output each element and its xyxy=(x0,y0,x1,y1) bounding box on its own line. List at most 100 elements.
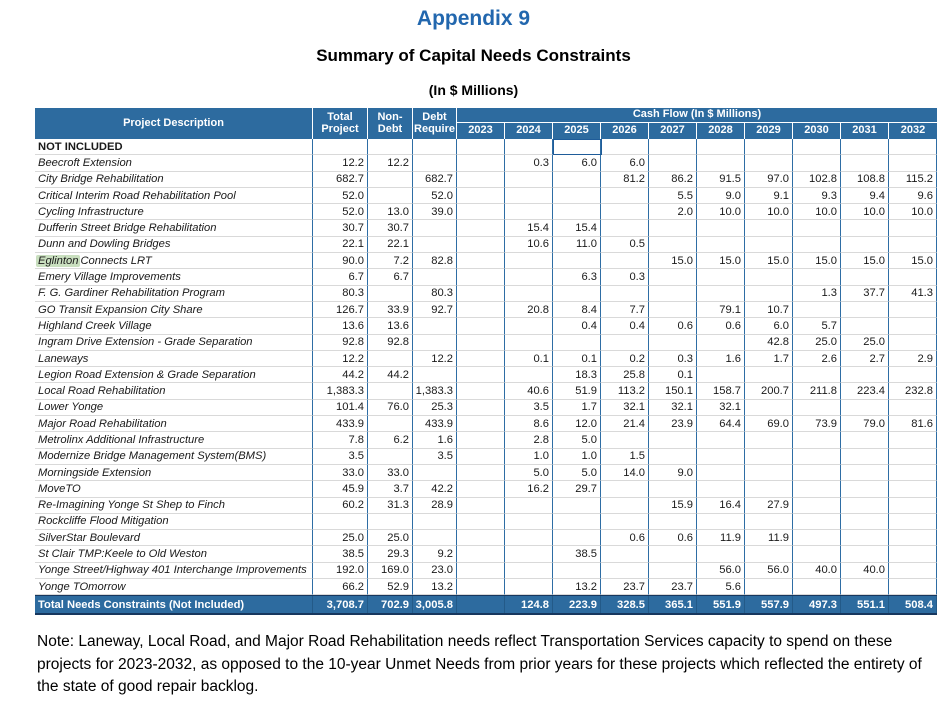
cash-flow-cell-2023 xyxy=(457,236,505,254)
cash-flow-cell-2024: 15.4 xyxy=(505,220,553,237)
total-project-cell: 6.7 xyxy=(313,269,368,286)
cash-flow-cell-2026 xyxy=(601,220,649,237)
cash-flow-cell-2028: 0.6 xyxy=(697,318,745,335)
table-row: Ingram Drive Extension - Grade Separatio… xyxy=(35,334,937,351)
cash-flow-cell-2025: 5.0 xyxy=(553,432,601,449)
cash-flow-cell-2029 xyxy=(745,155,793,172)
cash-flow-cell-2030 xyxy=(793,448,841,465)
cash-flow-cell-2028: 56.0 xyxy=(697,562,745,580)
table-row: Highland Creek Village 13.6 13.6 0.4 0.4 0.6 0… xyxy=(35,318,937,335)
total-project-cell: 433.9 xyxy=(313,416,368,433)
cash-flow-cell-2027 xyxy=(649,513,697,531)
cash-flow-cell-2031 xyxy=(841,236,889,254)
cash-flow-cell-2031 xyxy=(841,220,889,237)
cash-flow-cell-2028: 64.4 xyxy=(697,416,745,433)
cash-flow-cell-2028 xyxy=(697,464,745,482)
cash-flow-cell-2029: 69.0 xyxy=(745,416,793,433)
cash-flow-cell-2032 xyxy=(889,236,937,254)
table-header: Project Description Total Project Non- Deb… xyxy=(35,108,937,139)
cash-flow-cell-2023 xyxy=(457,318,505,335)
total-project-cell: 7.8 xyxy=(313,432,368,449)
cash-flow-cell-2030 xyxy=(793,432,841,449)
table-row: Beecroft Extension 12.2 12.2 0.3 6.0 6.0 xyxy=(35,155,937,172)
cash-flow-cell-2028: 15.0 xyxy=(697,253,745,270)
cash-flow-cell-2032 xyxy=(889,432,937,449)
table-row: Yonge Street/Highway 401 Interchange Imp… xyxy=(35,562,937,580)
total-project-cell: 13.6 xyxy=(313,318,368,335)
cash-flow-cell-2030 xyxy=(793,464,841,482)
cash-flow-cell-2026 xyxy=(601,187,649,205)
debt-require-cell: 39.0 xyxy=(413,204,457,221)
cash-flow-cell-2030 xyxy=(793,497,841,514)
non-debt-cell xyxy=(368,187,413,205)
cash-flow-cell-2029 xyxy=(745,220,793,237)
cash-flow-cell-2028: 158.7 xyxy=(697,383,745,400)
cash-flow-cell-2032 xyxy=(889,546,937,563)
cash-flow-cell-2024 xyxy=(505,579,553,596)
cash-flow-cell-2027 xyxy=(649,155,697,172)
cash-flow-cell-2027: 0.6 xyxy=(649,530,697,547)
cash-flow-cell-2031: 108.8 xyxy=(841,171,889,188)
cash-flow-cell-2025 xyxy=(553,253,601,270)
year-header-2030: 2030 xyxy=(793,123,841,139)
cash-flow-cell-2025: 1.7 xyxy=(553,399,601,417)
cash-flow-cell-2026: 81.2 xyxy=(601,171,649,188)
cash-flow-cell-2026: 6.0 xyxy=(601,155,649,172)
cash-flow-cell-2026: 25.8 xyxy=(601,367,649,384)
cash-flow-cell-2030: 15.0 xyxy=(793,253,841,270)
cash-flow-cell-2030: 211.8 xyxy=(793,383,841,400)
column-header-debt-require: Debt Require xyxy=(413,108,457,139)
cash-flow-cell-2029: 11.9 xyxy=(745,530,793,547)
cash-flow-cell-2023 xyxy=(457,285,505,302)
non-debt-cell: 6.7 xyxy=(368,269,413,286)
debt-require-cell: 12.2 xyxy=(413,350,457,368)
project-name-cell: Yonge TOmorrow xyxy=(35,579,313,596)
cash-flow-cell-2032 xyxy=(889,464,937,482)
cash-flow-cell-2032 xyxy=(889,497,937,514)
cash-flow-cell-2031 xyxy=(841,155,889,172)
cash-flow-cell-2025 xyxy=(553,171,601,188)
cash-flow-cell-2030 xyxy=(793,220,841,237)
project-name-cell: Legion Road Extension & Grade Separation xyxy=(35,367,313,384)
cash-flow-cell-2027 xyxy=(649,432,697,449)
cash-flow-cell-2031 xyxy=(841,513,889,531)
cash-flow-cell-2026: 0.5 xyxy=(601,236,649,254)
project-name-cell: City Bridge Rehabilitation xyxy=(35,171,313,188)
cash-flow-cell-2030 xyxy=(793,513,841,531)
cash-flow-cell-2031 xyxy=(841,579,889,596)
cash-flow-cell-2032 xyxy=(889,530,937,547)
cash-flow-cell-2031: 25.0 xyxy=(841,334,889,351)
cash-flow-cell-2025: 11.0 xyxy=(553,236,601,254)
project-name-cell: GO Transit Expansion City Share xyxy=(35,301,313,319)
total-project-cell xyxy=(313,513,368,531)
cash-flow-cell-2025 xyxy=(553,562,601,580)
cash-flow-cell-2027: 23.9 xyxy=(649,416,697,433)
table-row: Re-Imagining Yonge St Shep to Finch 60.2 3… xyxy=(35,497,937,514)
cash-flow-cell-2027 xyxy=(649,448,697,465)
cash-flow-cell-2032 xyxy=(889,269,937,286)
cash-flow-cell-2032: 9.6 xyxy=(889,187,937,205)
cash-flow-cell-2030 xyxy=(793,546,841,563)
table-row: Laneways 12.2 12.2 0.1 0.1 0.2 0.3 1.6 1.7 2.6 2.7… xyxy=(35,350,937,368)
debt-require-cell: 23.0 xyxy=(413,562,457,580)
cash-flow-cell-2023 xyxy=(457,497,505,514)
cash-flow-cell-2028: 16.4 xyxy=(697,497,745,514)
debt-require-cell: 1,383.3 xyxy=(413,383,457,400)
cash-flow-cell-2023 xyxy=(457,253,505,270)
project-name-cell: Cycling Infrastructure xyxy=(35,204,313,221)
cash-flow-cell-2030: 73.9 xyxy=(793,416,841,433)
cash-flow-cell-2027: 0.1 xyxy=(649,367,697,384)
total-project-cell: 92.8 xyxy=(313,334,368,351)
cash-flow-cell-2024 xyxy=(505,546,553,563)
cash-flow-cell-2027: 2.0 xyxy=(649,204,697,221)
cash-flow-cell-2029 xyxy=(745,448,793,465)
cash-flow-cell-2030: 497.3 xyxy=(793,596,841,614)
total-project-cell: 12.2 xyxy=(313,155,368,172)
cash-flow-cell-2031: 10.0 xyxy=(841,204,889,221)
cash-flow-cell-2028: 5.6 xyxy=(697,579,745,596)
cash-flow-cell-2026 xyxy=(601,497,649,514)
cash-flow-cell-2024: 0.3 xyxy=(505,155,553,172)
cash-flow-cell-2023 xyxy=(457,171,505,188)
cash-flow-cell-2029 xyxy=(745,285,793,302)
project-name-cell: Metrolinx Additional Infrastructure xyxy=(35,432,313,449)
